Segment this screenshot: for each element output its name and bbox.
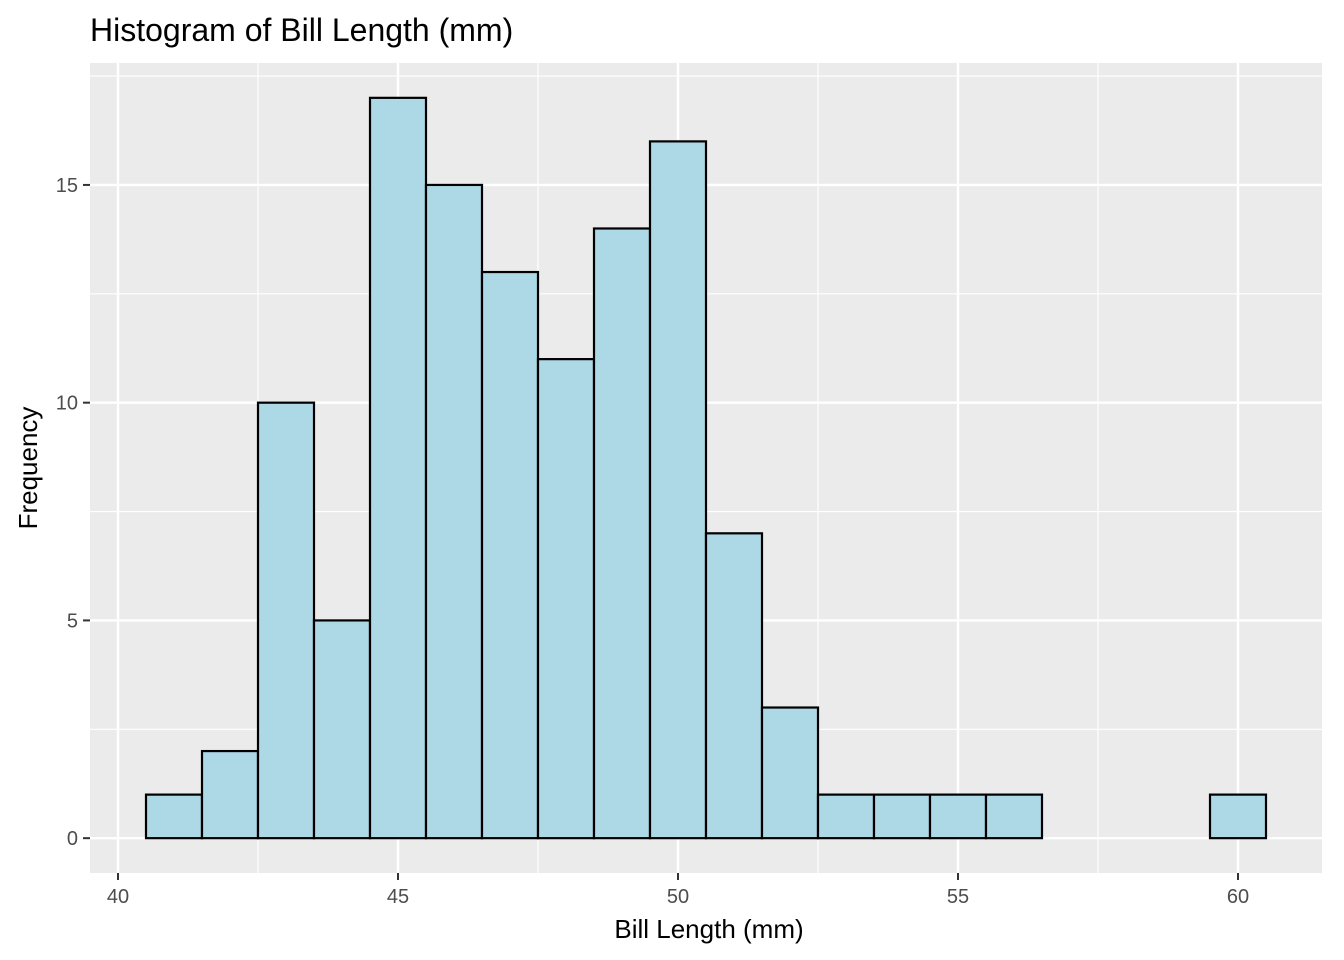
y-tick-label: 0 bbox=[67, 828, 78, 850]
histogram-bar bbox=[872, 793, 932, 840]
histogram-bar bbox=[816, 793, 876, 840]
x-tick-label: 40 bbox=[107, 886, 129, 908]
chart-title: Histogram of Bill Length (mm) bbox=[90, 12, 513, 48]
y-tick-label: 5 bbox=[67, 610, 78, 632]
y-axis-title: Frequency bbox=[13, 407, 43, 530]
x-axis: 40 45 50 55 60 bbox=[107, 873, 1249, 908]
histogram-bar bbox=[704, 532, 764, 840]
histogram-bar bbox=[592, 227, 652, 840]
y-tick-label: 10 bbox=[56, 393, 78, 415]
histogram-bar bbox=[256, 401, 316, 840]
x-tick-label: 45 bbox=[387, 886, 409, 908]
histogram-bar bbox=[1208, 793, 1268, 840]
histogram-bar bbox=[368, 96, 428, 840]
histogram-bar bbox=[144, 793, 204, 840]
x-tick-label: 60 bbox=[1227, 886, 1249, 908]
histogram-bar bbox=[984, 793, 1044, 840]
histogram-bars bbox=[144, 96, 1268, 840]
histogram-bar bbox=[424, 183, 484, 840]
x-axis-title: Bill Length (mm) bbox=[614, 914, 803, 944]
histogram-bar bbox=[648, 140, 708, 840]
histogram-bar bbox=[480, 270, 540, 840]
y-axis: 0 5 10 15 bbox=[56, 175, 90, 850]
histogram-bar bbox=[928, 793, 988, 840]
histogram-bar bbox=[200, 749, 260, 840]
x-tick-label: 50 bbox=[667, 886, 689, 908]
histogram-bar bbox=[760, 706, 820, 840]
histogram-bar bbox=[536, 358, 596, 840]
y-tick-label: 15 bbox=[56, 175, 78, 197]
histogram-bar bbox=[312, 619, 372, 840]
x-tick-label: 55 bbox=[947, 886, 969, 908]
